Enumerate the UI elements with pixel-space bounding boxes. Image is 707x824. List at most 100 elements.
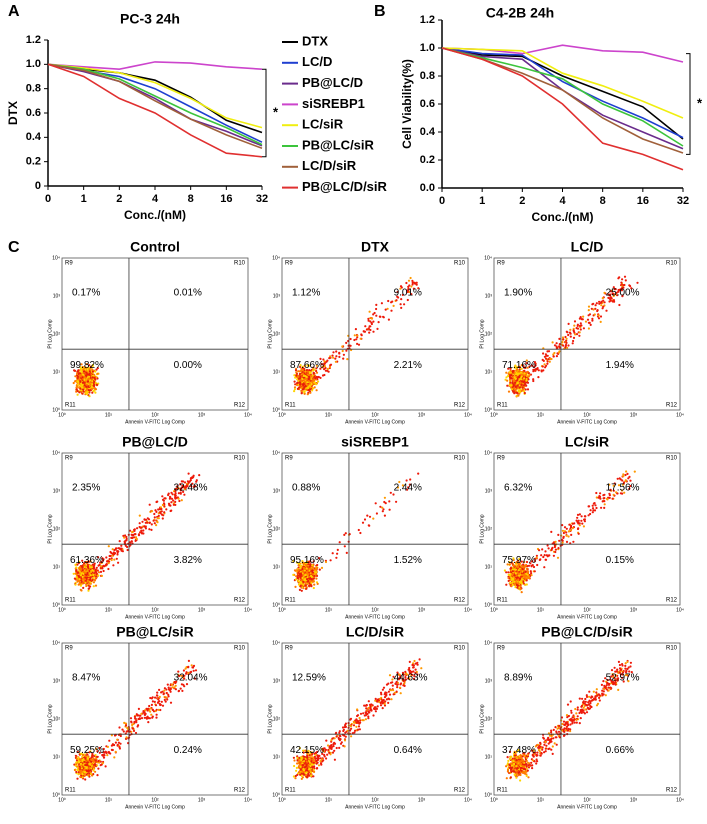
event-dot xyxy=(547,350,551,353)
event-dot xyxy=(99,570,103,574)
event-dot xyxy=(158,508,161,511)
event-dot xyxy=(90,763,94,766)
y-tick-label: 10⁰ xyxy=(272,602,280,608)
event-dot xyxy=(95,383,98,386)
event-dot xyxy=(335,556,338,559)
event-dot xyxy=(620,288,623,291)
event-dot xyxy=(81,365,84,369)
event-dot xyxy=(89,574,92,577)
event-dot xyxy=(294,578,298,581)
event-dot xyxy=(302,583,305,586)
event-dot xyxy=(120,544,123,547)
event-dot xyxy=(525,362,528,365)
event-dot xyxy=(411,283,414,286)
event-dot xyxy=(79,366,82,369)
event-dot xyxy=(528,577,531,580)
event-dot xyxy=(534,364,537,367)
event-dot xyxy=(515,375,518,378)
event-dot xyxy=(580,318,583,321)
event-dot xyxy=(149,707,152,710)
event-dot xyxy=(514,381,517,384)
event-dot xyxy=(564,343,568,347)
event-dot xyxy=(415,283,418,286)
event-dot xyxy=(160,507,163,511)
event-dot xyxy=(506,384,509,387)
event-dot xyxy=(82,373,85,376)
event-dot xyxy=(151,700,154,703)
event-dot xyxy=(514,577,517,580)
event-dot xyxy=(307,573,310,576)
event-dot xyxy=(326,367,329,371)
event-dot xyxy=(302,384,305,387)
event-dot xyxy=(100,565,103,568)
event-dot xyxy=(561,529,565,532)
event-dot xyxy=(301,576,304,580)
event-dot xyxy=(514,586,517,589)
event-dot xyxy=(301,372,304,375)
event-dot xyxy=(515,581,518,584)
event-dot xyxy=(573,324,576,327)
event-dot xyxy=(408,284,411,287)
event-dot xyxy=(574,333,577,336)
event-dot xyxy=(564,335,567,339)
event-dot xyxy=(129,541,132,544)
event-dot xyxy=(558,343,561,346)
event-dot xyxy=(537,376,540,379)
event-dot xyxy=(94,584,98,587)
event-dot xyxy=(75,578,78,581)
event-dot xyxy=(300,379,303,382)
event-dot xyxy=(572,339,575,343)
event-dot xyxy=(578,334,581,337)
y-axis-label: Cell Viability(%) xyxy=(400,59,414,149)
event-dot xyxy=(122,730,125,733)
event-dot xyxy=(312,560,315,563)
event-dot xyxy=(367,524,370,527)
event-dot xyxy=(89,365,92,369)
y-tick-label: 10² xyxy=(53,526,61,532)
event-dot xyxy=(180,499,183,502)
event-dot xyxy=(301,378,304,381)
event-dot xyxy=(301,388,304,391)
event-dot xyxy=(576,516,579,519)
event-dot xyxy=(555,355,559,358)
event-dot xyxy=(507,374,510,378)
event-dot xyxy=(148,704,151,708)
event-dot xyxy=(88,582,91,585)
event-dot xyxy=(544,353,548,356)
event-dot xyxy=(102,559,105,562)
event-dot xyxy=(159,703,162,707)
event-dot xyxy=(542,359,545,362)
event-dot xyxy=(565,534,568,537)
x-tick-label: 10¹ xyxy=(537,412,545,418)
legend-label: LC/D xyxy=(302,54,332,69)
y-tick-label: 1.0 xyxy=(26,58,41,70)
event-dot xyxy=(312,580,315,583)
event-dot xyxy=(323,360,326,363)
event-dot xyxy=(349,337,352,341)
event-dot xyxy=(605,309,608,312)
event-dot xyxy=(511,583,514,587)
event-dot xyxy=(575,327,578,330)
event-dot xyxy=(584,320,588,323)
event-dot xyxy=(369,320,372,323)
event-dot xyxy=(153,516,156,519)
x-tick-label: 16 xyxy=(637,195,649,207)
event-dot xyxy=(82,586,85,590)
event-dot xyxy=(586,318,590,321)
event-dot xyxy=(582,525,586,528)
chart-title: PC-3 24h xyxy=(120,11,180,27)
event-dot xyxy=(341,345,344,348)
event-dot xyxy=(587,305,591,308)
event-dot xyxy=(573,522,576,525)
event-dot xyxy=(577,519,580,522)
event-dot xyxy=(306,381,309,384)
event-dot xyxy=(411,279,414,282)
event-dot xyxy=(516,576,519,579)
event-dot xyxy=(407,486,410,489)
event-dot xyxy=(147,721,150,724)
event-dot xyxy=(630,287,633,290)
event-dot xyxy=(587,321,591,324)
event-dot xyxy=(381,506,384,509)
event-dot xyxy=(81,755,84,758)
